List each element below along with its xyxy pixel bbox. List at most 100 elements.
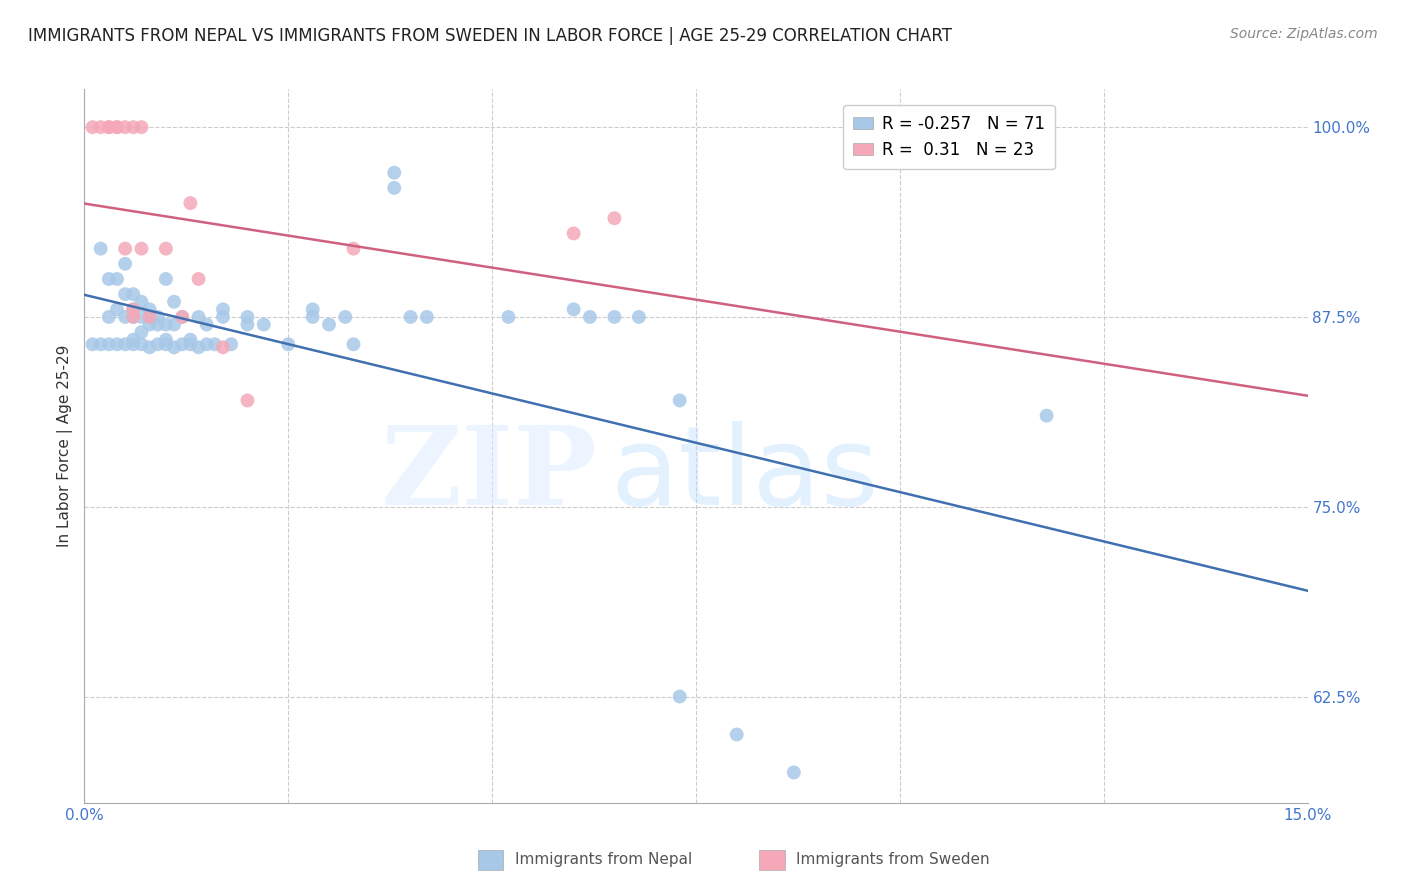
Point <box>253 318 276 332</box>
Text: ZIP: ZIP <box>381 421 598 528</box>
Point <box>82 337 104 351</box>
Point <box>399 310 422 324</box>
Point <box>146 337 169 351</box>
Point <box>146 310 169 324</box>
Point <box>105 272 128 286</box>
Point <box>187 272 209 286</box>
Text: Immigrants from Sweden: Immigrants from Sweden <box>796 853 990 867</box>
Point <box>155 333 177 347</box>
Point <box>668 690 690 704</box>
Point <box>122 302 145 317</box>
Point <box>131 120 153 135</box>
Point <box>146 318 169 332</box>
Point <box>163 340 186 354</box>
Point <box>301 310 323 324</box>
Point <box>105 120 128 135</box>
Point <box>105 120 128 135</box>
Point <box>204 337 226 351</box>
Point <box>212 302 235 317</box>
Point <box>97 120 120 135</box>
Point <box>603 310 626 324</box>
Point <box>82 120 104 135</box>
Point <box>97 272 120 286</box>
Point <box>105 302 128 317</box>
Point <box>236 393 259 408</box>
Point <box>131 337 153 351</box>
Point <box>187 310 209 324</box>
Point <box>122 333 145 347</box>
Point <box>195 318 218 332</box>
Point <box>187 340 209 354</box>
Point <box>163 294 186 309</box>
Point <box>122 120 145 135</box>
Point <box>335 310 357 324</box>
Point <box>179 196 201 211</box>
Point <box>342 337 364 351</box>
Point <box>97 310 120 324</box>
Text: IMMIGRANTS FROM NEPAL VS IMMIGRANTS FROM SWEDEN IN LABOR FORCE | AGE 25-29 CORRE: IMMIGRANTS FROM NEPAL VS IMMIGRANTS FROM… <box>28 27 952 45</box>
Point <box>562 227 585 241</box>
Point <box>382 166 405 180</box>
Point <box>114 287 136 301</box>
Point <box>155 318 177 332</box>
Point <box>783 765 806 780</box>
Point <box>114 120 136 135</box>
Point <box>122 302 145 317</box>
Point <box>179 337 201 351</box>
Point <box>603 211 626 226</box>
Point <box>318 318 340 332</box>
Text: Immigrants from Nepal: Immigrants from Nepal <box>515 853 692 867</box>
Point <box>131 310 153 324</box>
Point <box>155 242 177 256</box>
Point <box>138 310 160 324</box>
Point <box>1035 409 1057 423</box>
Point <box>416 310 439 324</box>
Point <box>90 120 112 135</box>
Point <box>155 272 177 286</box>
Point <box>725 727 748 741</box>
Point <box>163 318 186 332</box>
Point <box>382 181 405 195</box>
Point <box>122 287 145 301</box>
Point <box>668 393 690 408</box>
Point <box>155 337 177 351</box>
Point <box>122 310 145 324</box>
Point <box>138 340 160 354</box>
Point <box>179 333 201 347</box>
Text: Source: ZipAtlas.com: Source: ZipAtlas.com <box>1230 27 1378 41</box>
Point <box>342 242 364 256</box>
Point <box>131 325 153 339</box>
Point <box>579 310 602 324</box>
Point <box>114 257 136 271</box>
Point <box>122 337 145 351</box>
Point <box>90 337 112 351</box>
Point <box>627 310 650 324</box>
Point <box>562 302 585 317</box>
Point <box>131 242 153 256</box>
Y-axis label: In Labor Force | Age 25-29: In Labor Force | Age 25-29 <box>58 345 73 547</box>
Point <box>301 302 323 317</box>
Point <box>138 302 160 317</box>
Legend: R = -0.257   N = 71, R =  0.31   N = 23: R = -0.257 N = 71, R = 0.31 N = 23 <box>844 104 1054 169</box>
Point <box>105 337 128 351</box>
Point <box>138 310 160 324</box>
Point <box>97 120 120 135</box>
Point <box>114 310 136 324</box>
Point <box>236 318 259 332</box>
Point <box>212 310 235 324</box>
Point <box>114 337 136 351</box>
Point <box>172 310 194 324</box>
Point <box>498 310 520 324</box>
Point <box>195 337 218 351</box>
Point <box>212 340 235 354</box>
Point <box>97 337 120 351</box>
Point <box>90 242 112 256</box>
Point <box>172 310 194 324</box>
Point <box>236 310 259 324</box>
Text: atlas: atlas <box>610 421 879 528</box>
Point <box>122 310 145 324</box>
Point <box>114 242 136 256</box>
Point <box>172 337 194 351</box>
Point <box>138 318 160 332</box>
Point <box>219 337 242 351</box>
